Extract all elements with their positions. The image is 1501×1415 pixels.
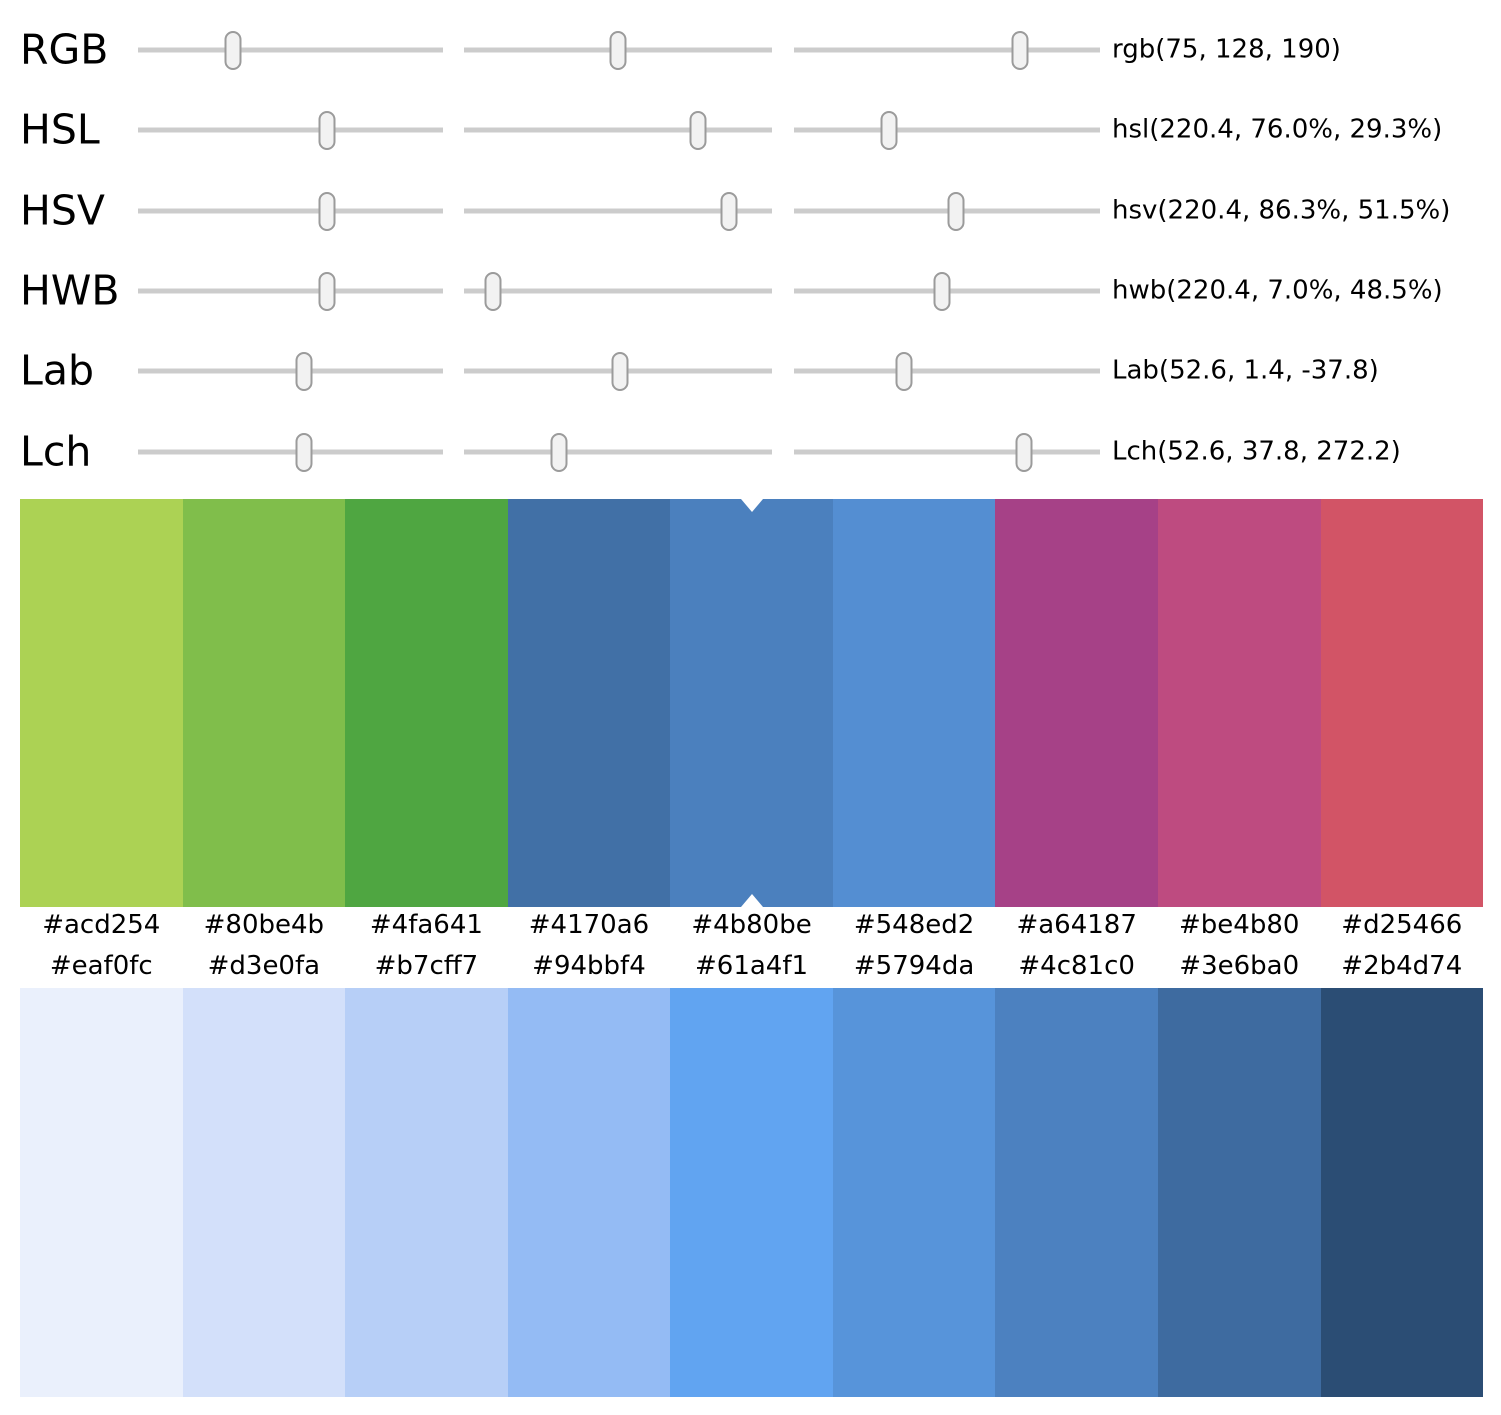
- palette-swatch[interactable]: [995, 499, 1158, 907]
- slider-track[interactable]: [794, 271, 1100, 311]
- slider-row-rgb: RGB rgb(75, 128, 190): [0, 24, 1501, 76]
- slider-row-label: HSL: [20, 105, 100, 154]
- palette-swatch[interactable]: [832, 988, 996, 1397]
- slider-value-readout: rgb(75, 128, 190): [1112, 34, 1341, 65]
- palette-swatch[interactable]: [1320, 988, 1484, 1397]
- hex-label: #b7cff7: [374, 951, 479, 981]
- slider-row-label: RGB: [20, 25, 109, 74]
- hex-label: #5794da: [853, 951, 975, 981]
- hue-palette: [20, 499, 1484, 907]
- slider-track[interactable]: [794, 191, 1100, 231]
- slider-row-label: HWB: [20, 266, 120, 315]
- palette-swatch[interactable]: [507, 988, 671, 1397]
- slider-row-hsl: HSL hsl(220.4, 76.0%, 29.3%): [0, 104, 1501, 156]
- slider-thumb[interactable]: [895, 351, 913, 391]
- slider-track[interactable]: [464, 110, 772, 150]
- palette-swatch[interactable]: [670, 988, 833, 1397]
- hue-hex-labels: #acd254 #80be4b #4fa641 #4170a6 #4b80be #548e…: [20, 903, 1483, 947]
- slider-thumb[interactable]: [550, 432, 568, 472]
- slider-track[interactable]: [138, 351, 443, 391]
- palette-swatch[interactable]: [1157, 499, 1321, 907]
- slider-track[interactable]: [794, 351, 1100, 391]
- slider-thumb[interactable]: [720, 191, 738, 231]
- hex-label: #3e6ba0: [1179, 951, 1300, 981]
- slider-track[interactable]: [138, 191, 443, 231]
- slider-track[interactable]: [138, 271, 443, 311]
- palette-swatch[interactable]: [1320, 499, 1484, 907]
- slider-thumb[interactable]: [611, 351, 629, 391]
- palette-swatch[interactable]: [832, 499, 996, 907]
- slider-row-hwb: HWB hwb(220.4, 7.0%, 48.5%): [0, 265, 1501, 317]
- slider-thumb[interactable]: [947, 191, 965, 231]
- slider-row-lab: Lab Lab(52.6, 1.4, -37.8): [0, 345, 1501, 397]
- hex-label: #2b4d74: [1341, 951, 1463, 981]
- slider-value-readout: hwb(220.4, 7.0%, 48.5%): [1112, 275, 1443, 306]
- palette-swatch[interactable]: [20, 988, 183, 1397]
- slider-thumb[interactable]: [295, 432, 313, 472]
- slider-thumb[interactable]: [1011, 30, 1029, 70]
- hex-label: #4170a6: [528, 910, 650, 940]
- slider-track[interactable]: [794, 432, 1100, 472]
- slider-row-label: Lch: [20, 427, 92, 476]
- slider-track[interactable]: [464, 432, 772, 472]
- palette-swatch[interactable]: [20, 499, 183, 907]
- slider-track[interactable]: [464, 271, 772, 311]
- slider-track[interactable]: [794, 30, 1100, 70]
- slider-track[interactable]: [464, 191, 772, 231]
- slider-thumb[interactable]: [318, 110, 336, 150]
- hex-label: #be4b80: [1179, 910, 1300, 940]
- palette-swatch[interactable]: [1157, 988, 1321, 1397]
- slider-track[interactable]: [138, 30, 443, 70]
- hex-label: #61a4f1: [695, 951, 809, 981]
- slider-thumb[interactable]: [224, 30, 242, 70]
- slider-value-readout: Lch(52.6, 37.8, 272.2): [1112, 436, 1401, 467]
- palette-swatch[interactable]: [345, 988, 508, 1397]
- slider-track[interactable]: [464, 30, 772, 70]
- slider-value-readout: Lab(52.6, 1.4, -37.8): [1112, 355, 1379, 386]
- hex-label: #d25466: [1341, 910, 1463, 940]
- slider-track[interactable]: [138, 110, 443, 150]
- slider-thumb[interactable]: [689, 110, 707, 150]
- slider-thumb[interactable]: [933, 271, 951, 311]
- hex-label: #4c81c0: [1018, 951, 1135, 981]
- hex-label: #4fa641: [369, 910, 483, 940]
- palette-swatch[interactable]: [507, 499, 671, 907]
- slider-thumb[interactable]: [318, 191, 336, 231]
- slider-value-readout: hsl(220.4, 76.0%, 29.3%): [1112, 114, 1443, 145]
- hex-label: #94bbf4: [532, 951, 646, 981]
- hex-label: #4b80be: [691, 910, 812, 940]
- tint-palette: [20, 988, 1484, 1397]
- palette-swatch[interactable]: [182, 988, 346, 1397]
- slider-row-label: Lab: [20, 346, 94, 395]
- slider-row-label: HSV: [20, 186, 105, 235]
- tint-hex-labels: #eaf0fc #d3e0fa #b7cff7 #94bbf4 #61a4f1 #5794…: [20, 947, 1483, 985]
- hex-label: #d3e0fa: [207, 951, 321, 981]
- slider-track[interactable]: [794, 110, 1100, 150]
- selected-color-notch-top: [740, 499, 763, 512]
- palette-swatch[interactable]: [670, 499, 833, 907]
- hex-label: #a64187: [1016, 910, 1137, 940]
- slider-thumb[interactable]: [295, 351, 313, 391]
- slider-row-lch: Lch Lch(52.6, 37.8, 272.2): [0, 426, 1501, 478]
- slider-thumb[interactable]: [484, 271, 502, 311]
- slider-thumb[interactable]: [1015, 432, 1032, 472]
- palette-swatch[interactable]: [995, 988, 1158, 1397]
- palette-swatch[interactable]: [182, 499, 346, 907]
- slider-track[interactable]: [464, 351, 772, 391]
- slider-row-hsv: HSV hsv(220.4, 86.3%, 51.5%): [0, 185, 1501, 237]
- slider-thumb[interactable]: [880, 110, 898, 150]
- hex-label: #eaf0fc: [49, 951, 153, 981]
- slider-track[interactable]: [138, 432, 443, 472]
- palette-swatch[interactable]: [345, 499, 508, 907]
- slider-thumb[interactable]: [609, 30, 627, 70]
- hex-label: #548ed2: [853, 910, 975, 940]
- hex-label: #acd254: [42, 910, 161, 940]
- slider-value-readout: hsv(220.4, 86.3%, 51.5%): [1112, 195, 1451, 226]
- selected-color-notch-bottom: [740, 894, 763, 907]
- slider-thumb[interactable]: [318, 271, 336, 311]
- hex-label: #80be4b: [203, 910, 325, 940]
